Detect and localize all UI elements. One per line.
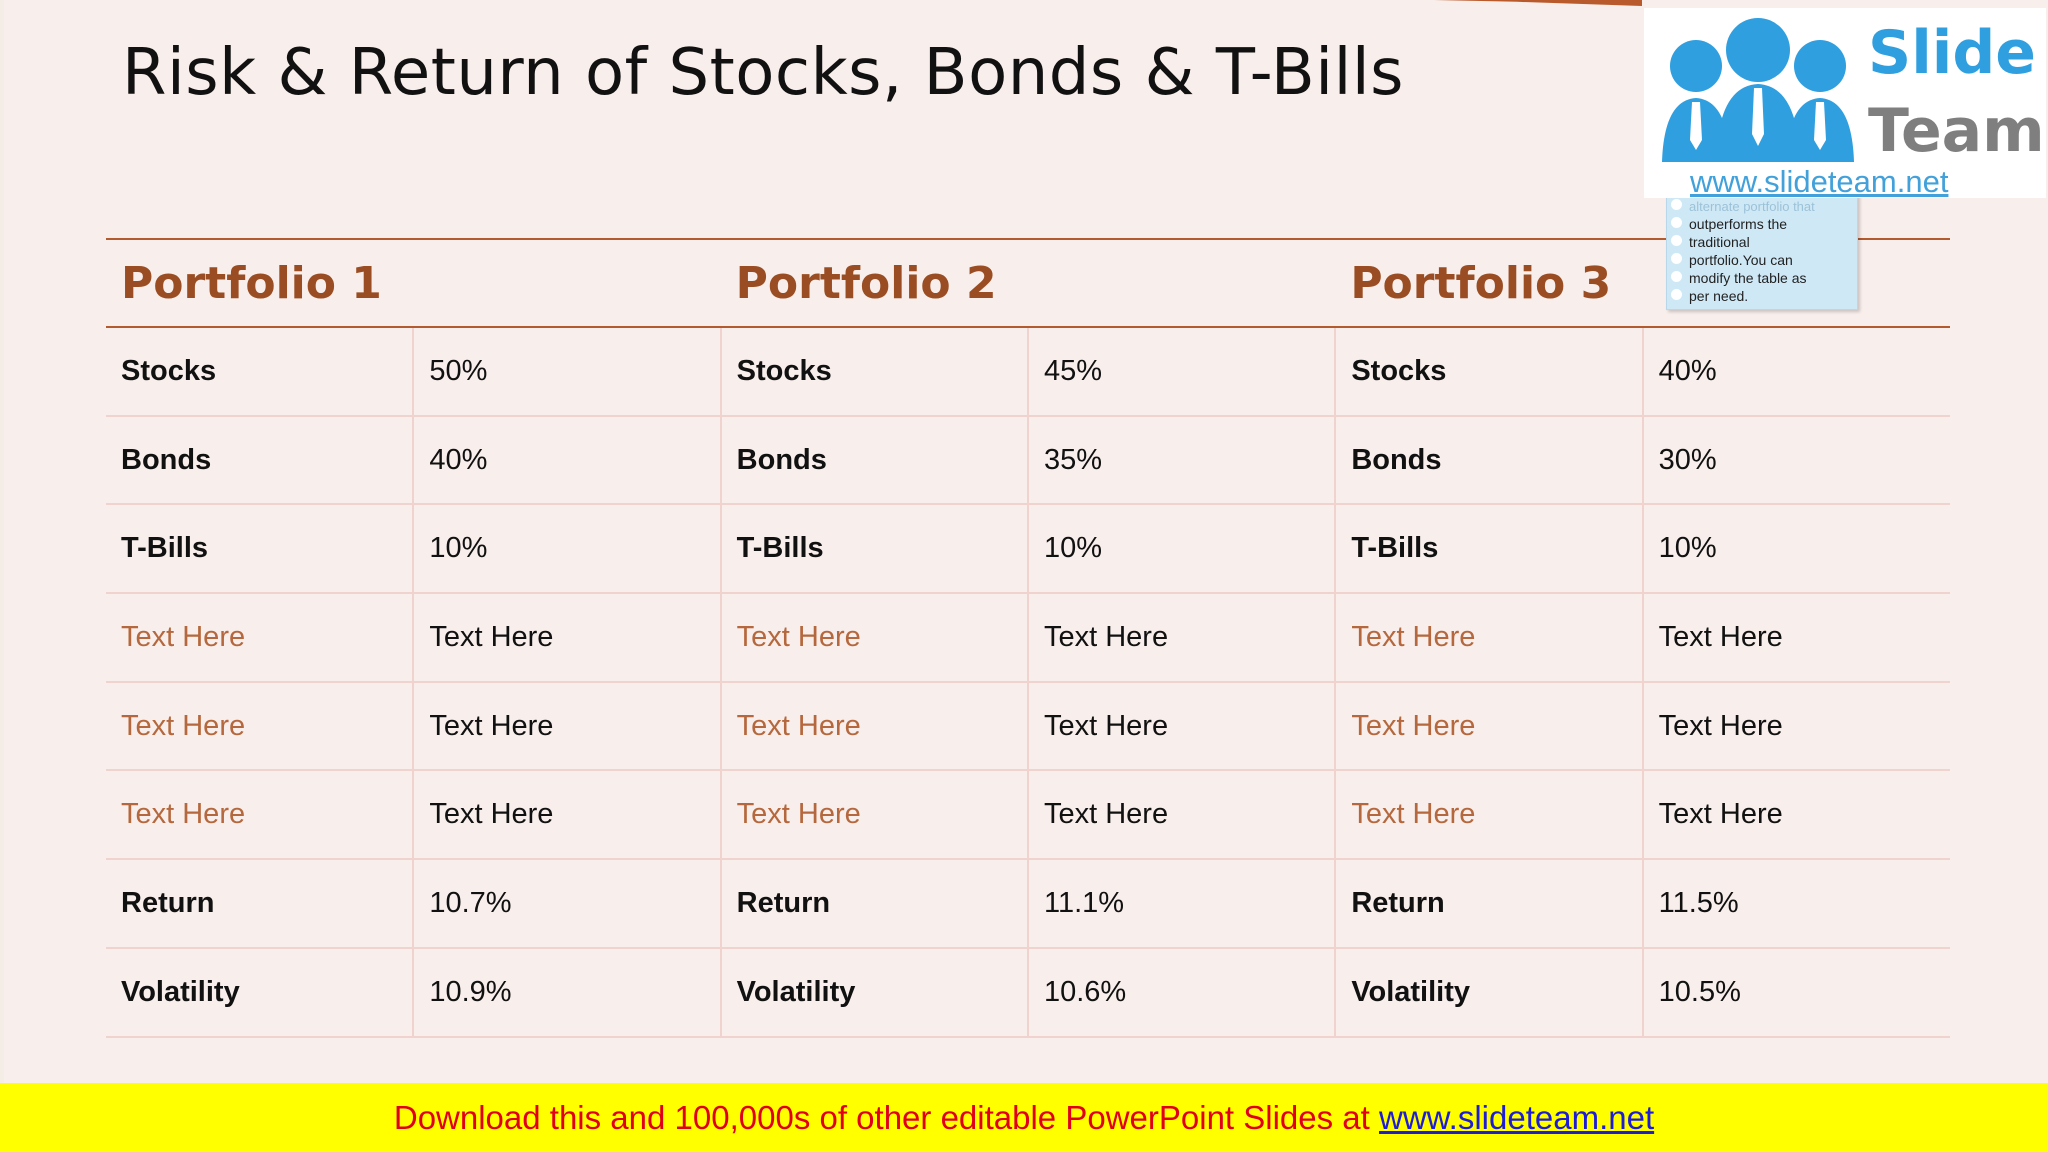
row-label-cell[interactable]: Text Here (106, 593, 415, 683)
row-label-cell[interactable]: Return (720, 859, 1029, 949)
top-accent-stripe (1434, 0, 1642, 6)
note-line: traditional (1689, 234, 1750, 250)
slide: Risk & Return of Stocks, Bonds & T-Bills… (106, 0, 2046, 1038)
banner-text: Download this and 100,000s of other edit… (393, 1099, 1379, 1136)
row-value-cell[interactable]: 11.1% (1027, 859, 1337, 949)
row-label-cell[interactable]: Text Here (720, 770, 1029, 861)
table-row: T-Bills 10% T-Bills 10% T-Bills 10% (106, 504, 1950, 595)
logo-url-link[interactable]: www.slideteam.net (1690, 164, 1949, 198)
row-label-cell[interactable]: T-Bills (1335, 504, 1644, 595)
row-value-cell[interactable]: 40% (413, 415, 722, 506)
row-label-cell[interactable]: Bonds (720, 415, 1029, 506)
banner-link[interactable]: www.slideteam.net (1379, 1099, 1655, 1136)
row-value-cell[interactable]: Text Here (1642, 770, 1950, 861)
table-row: Text Here Text Here Text Here Text Here Text… (106, 770, 1950, 861)
row-value-cell[interactable]: Text Here (1027, 770, 1337, 861)
row-label-cell[interactable]: Bonds (1335, 415, 1644, 506)
team-people-icon (1662, 18, 1854, 162)
row-value-cell[interactable]: Text Here (1642, 681, 1950, 772)
row-label-cell[interactable]: Volatility (1335, 947, 1644, 1038)
row-value-cell[interactable]: 45% (1027, 327, 1337, 417)
portfolio-table: Portfolio 1 Portfolio 2 Portfolio 3 Stoc… (106, 238, 1950, 1038)
note-line: portfolio.You can (1689, 252, 1793, 268)
row-value-cell[interactable]: Text Here (413, 681, 722, 772)
row-label-cell[interactable]: Stocks (106, 327, 415, 417)
table-row: Bonds 40% Bonds 35% Bonds 30% (106, 415, 1950, 506)
row-value-cell[interactable]: 10.6% (1027, 947, 1337, 1038)
note-line: modify the table as (1689, 270, 1807, 286)
row-value-cell[interactable]: Text Here (1027, 593, 1337, 683)
row-value-cell[interactable]: Text Here (1027, 681, 1337, 772)
row-label-cell[interactable]: Bonds (106, 415, 415, 506)
row-label-cell[interactable]: T-Bills (720, 504, 1029, 595)
slideteam-logo: Slide Team www.slideteam.net (1644, 8, 2046, 198)
table-row: Return 10.7% Return 11.1% Return 11.5% (106, 859, 1950, 949)
note-line: outperforms the (1689, 216, 1788, 232)
table-row: Stocks 50% Stocks 45% Stocks 40% (106, 327, 1950, 417)
row-value-cell[interactable]: Text Here (413, 770, 722, 861)
table-row: Volatility 10.9% Volatility 10.6% Volatility… (106, 947, 1950, 1038)
note-line: per need. (1689, 288, 1749, 304)
row-value-cell[interactable]: 10.5% (1642, 947, 1950, 1038)
row-label-cell[interactable]: Text Here (106, 681, 415, 772)
slide-title[interactable]: Risk & Return of Stocks, Bonds & T-Bills (122, 36, 1404, 110)
portfolio-1-header[interactable]: Portfolio 1 (106, 238, 721, 328)
table-row: Text Here Text Here Text Here Text Here Text… (106, 593, 1950, 683)
row-value-cell[interactable]: 11.5% (1642, 859, 1950, 949)
row-value-cell[interactable]: 35% (1027, 415, 1337, 506)
row-label-cell[interactable]: Volatility (106, 947, 415, 1038)
row-label-cell[interactable]: Text Here (106, 770, 415, 861)
row-value-cell[interactable]: 30% (1642, 415, 1950, 506)
row-value-cell[interactable]: 10.7% (413, 859, 722, 949)
note-bullets (1671, 199, 1683, 307)
portfolio-2-header[interactable]: Portfolio 2 (720, 238, 1336, 328)
row-value-cell[interactable]: 10.9% (413, 947, 722, 1038)
row-value-cell[interactable]: Text Here (1642, 593, 1950, 683)
row-label-cell[interactable]: Return (1335, 859, 1644, 949)
download-banner: Download this and 100,000s of other edit… (0, 1083, 2048, 1152)
table-body: Stocks 50% Stocks 45% Stocks 40% Bonds 40% Bonds… (106, 327, 1950, 1038)
table-row: Text Here Text Here Text Here Text Here Text… (106, 681, 1950, 772)
logo-word-slide: Slide (1868, 18, 2036, 88)
row-value-cell[interactable]: 50% (413, 327, 722, 417)
row-label-cell[interactable]: Text Here (1335, 681, 1644, 772)
row-value-cell[interactable]: 10% (1027, 504, 1337, 595)
comment-note: comparison alternate portfolio that outp… (1666, 178, 1858, 310)
note-faint-line: alternate portfolio that (1689, 199, 1815, 214)
row-value-cell[interactable]: 10% (413, 504, 722, 595)
row-label-cell[interactable]: Text Here (720, 681, 1029, 772)
row-label-cell[interactable]: Text Here (720, 593, 1029, 683)
row-value-cell[interactable]: Text Here (413, 593, 722, 683)
row-label-cell[interactable]: Volatility (720, 947, 1029, 1038)
row-label-cell[interactable]: Text Here (1335, 593, 1644, 683)
row-label-cell[interactable]: Return (106, 859, 415, 949)
logo-word-team: Team (1868, 96, 2045, 166)
row-value-cell[interactable]: 10% (1642, 504, 1950, 595)
row-label-cell[interactable]: T-Bills (106, 504, 415, 595)
row-label-cell[interactable]: Stocks (1335, 327, 1644, 417)
row-value-cell[interactable]: 40% (1642, 327, 1950, 417)
row-label-cell[interactable]: Text Here (1335, 770, 1644, 861)
row-label-cell[interactable]: Stocks (720, 327, 1029, 417)
